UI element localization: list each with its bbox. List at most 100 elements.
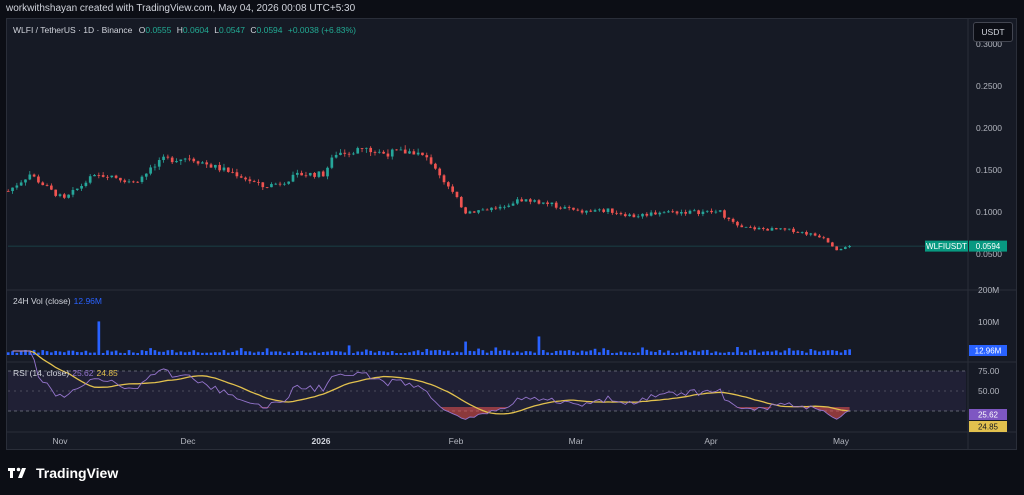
candle-body xyxy=(576,209,580,211)
rsi-title: RSI (14, close) xyxy=(13,368,70,378)
candle-body xyxy=(675,211,679,214)
volume-bar xyxy=(632,352,636,355)
volume-bar xyxy=(123,353,127,355)
candle-body xyxy=(58,194,62,196)
volume-bar xyxy=(132,352,135,355)
candle-body xyxy=(645,213,649,216)
volume-bar xyxy=(520,352,524,355)
candle-body xyxy=(472,211,476,213)
volume-bar xyxy=(818,351,821,355)
candle-body xyxy=(447,182,450,187)
volume-bar xyxy=(235,350,239,355)
candle-body xyxy=(382,151,385,154)
low-value: 0.0547 xyxy=(218,25,245,35)
volume-bar xyxy=(244,351,247,355)
candle-body xyxy=(481,209,485,211)
ohlc-legend: WLFI / TetherUS · 1D · Binance O0.0555 H… xyxy=(13,25,356,35)
candle-body xyxy=(429,157,433,164)
volume-bar xyxy=(300,351,303,355)
volume-bar xyxy=(360,351,364,355)
volume-badge-value: 12.96M xyxy=(975,347,1002,356)
candle-body xyxy=(179,159,183,162)
candle-body xyxy=(809,233,813,235)
candle-body xyxy=(188,158,191,160)
volume-legend[interactable]: 24H Vol (close) 12.96M xyxy=(13,296,102,306)
volume-bar xyxy=(623,352,627,355)
rsi-legend[interactable]: RSI (14, close) 25.62 24.85 xyxy=(13,368,118,378)
volume-bar xyxy=(736,347,739,355)
candle-body xyxy=(774,228,778,230)
volume-bar xyxy=(658,349,662,355)
candle-body xyxy=(783,228,787,230)
volume-bar xyxy=(438,349,442,355)
candle-body xyxy=(412,151,416,155)
volume-bar xyxy=(442,351,446,355)
volume-bar xyxy=(455,351,459,355)
volume-bar xyxy=(731,352,735,355)
candle-body xyxy=(602,209,606,212)
volume-bar xyxy=(757,352,761,355)
candle-body xyxy=(464,207,467,214)
volume-bar xyxy=(377,351,381,355)
candle-body xyxy=(839,248,843,251)
volume-badge xyxy=(969,345,1007,356)
volume-bar xyxy=(356,351,360,355)
volume-bar xyxy=(317,352,321,355)
candle-body xyxy=(175,161,178,163)
volume-bar xyxy=(326,351,329,355)
volume-bar xyxy=(270,351,273,355)
symbol-description[interactable]: WLFI / TetherUS · 1D · Binance xyxy=(13,25,133,35)
volume-bar xyxy=(528,351,532,355)
volume-bar xyxy=(822,350,826,355)
high-label: H xyxy=(176,25,183,35)
candle-body xyxy=(19,182,23,186)
candle-body xyxy=(434,163,437,169)
candle-body xyxy=(231,171,234,173)
volume-bar xyxy=(93,352,96,355)
open-value: 0.0555 xyxy=(145,25,172,35)
rsi-tick-50: 50.00 xyxy=(978,386,1000,396)
volume-bar xyxy=(459,352,463,355)
volume-bar xyxy=(705,349,709,355)
volume-bar xyxy=(192,350,196,355)
candle-body xyxy=(326,167,329,177)
volume-bar xyxy=(183,352,187,355)
candle-body xyxy=(287,181,291,184)
candle-body xyxy=(28,174,32,180)
tradingview-logo[interactable]: TradingView xyxy=(8,465,118,481)
volume-bar xyxy=(598,352,601,355)
candle-body xyxy=(162,156,165,161)
candle-body xyxy=(321,171,325,177)
volume-bar xyxy=(675,352,679,355)
volume-bars xyxy=(6,321,851,355)
volume-bar xyxy=(723,352,726,355)
volume-bar xyxy=(593,348,597,355)
volume-bar xyxy=(97,321,101,355)
volume-bar xyxy=(567,350,571,355)
volume-bar xyxy=(205,352,209,355)
candle-body xyxy=(723,210,726,218)
volume-bar xyxy=(606,349,610,355)
volume-bar xyxy=(796,350,800,355)
candle-body xyxy=(300,172,303,176)
volume-bar xyxy=(352,353,355,355)
volume-bar xyxy=(541,350,545,355)
price-tick-0200: 0.2000 xyxy=(976,123,1002,133)
candle-body xyxy=(632,214,636,218)
candle-body xyxy=(101,175,105,177)
rsi-value: 25.62 xyxy=(72,368,94,378)
candle-body xyxy=(541,202,545,204)
price-tick-0050: 0.0500 xyxy=(976,249,1002,259)
volume-bar xyxy=(106,350,109,355)
volume-bar xyxy=(62,352,66,355)
candle-body xyxy=(166,156,170,158)
candle-body xyxy=(201,162,204,164)
volume-bar xyxy=(369,350,373,355)
volume-bar xyxy=(451,352,454,355)
chart-frame xyxy=(6,18,1017,450)
volume-bar xyxy=(343,352,347,355)
volume-bar xyxy=(787,348,791,355)
volume-bar xyxy=(209,352,213,355)
currency-button[interactable]: USDT xyxy=(973,22,1013,42)
